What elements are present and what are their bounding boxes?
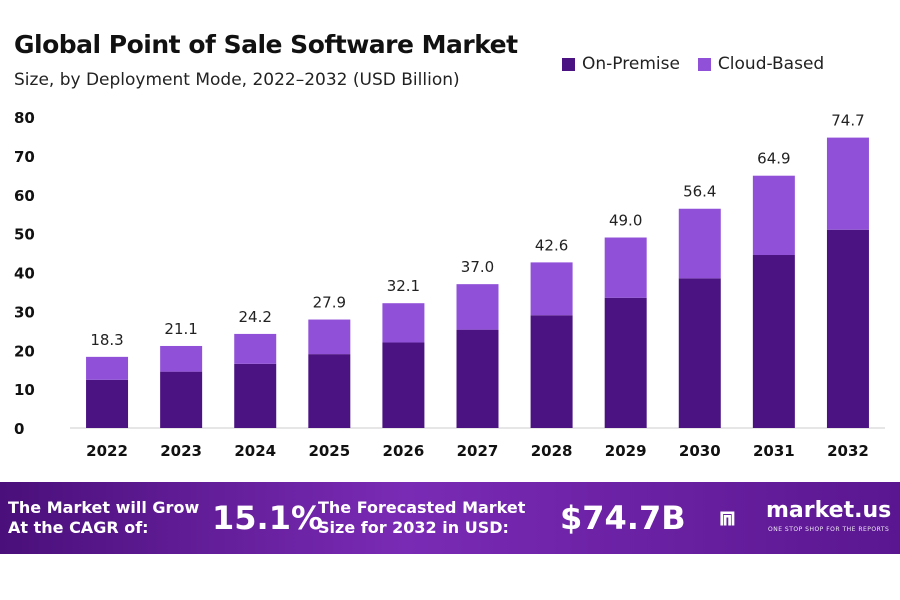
forecast-value: $74.7B xyxy=(560,499,686,537)
bar-cloud-based-2026 xyxy=(382,303,425,343)
data-label-total: 64.9 xyxy=(757,150,790,168)
data-label-total: 42.6 xyxy=(535,236,568,254)
y-tick-label: 50 xyxy=(14,226,35,244)
y-tick-label: 40 xyxy=(14,265,35,283)
bar-on-premise-2025 xyxy=(308,354,351,428)
bar-cloud-based-2029 xyxy=(604,237,647,298)
cagr-caption-line1: The Market will Grow xyxy=(8,498,200,517)
y-tick-label: 30 xyxy=(14,303,35,321)
chart-subtitle: Size, by Deployment Mode, 2022–2032 (USD… xyxy=(14,70,460,90)
bar-on-premise-2029 xyxy=(604,297,647,428)
data-label-total: 21.1 xyxy=(164,320,197,338)
x-tick-label: 2024 xyxy=(234,442,276,460)
x-tick-label: 2023 xyxy=(160,442,202,460)
forecast-caption-line1: The Forecasted Market xyxy=(318,498,526,517)
y-tick-label: 60 xyxy=(14,187,35,205)
bar-cloud-based-2022 xyxy=(86,356,129,380)
x-tick-label: 2025 xyxy=(308,442,350,460)
logo-tagline: ONE STOP SHOP FOR THE REPORTS xyxy=(768,526,890,533)
bar-cloud-based-2024 xyxy=(234,333,277,364)
x-tick-label: 2029 xyxy=(605,442,647,460)
data-label-total: 32.1 xyxy=(387,277,420,295)
x-tick-label: 2022 xyxy=(86,442,128,460)
bar-cloud-based-2028 xyxy=(530,262,573,316)
y-tick-label: 0 xyxy=(14,420,24,438)
chart-title: Global Point of Sale Software Market xyxy=(14,30,518,59)
data-label-total: 18.3 xyxy=(90,331,123,349)
y-tick-label: 70 xyxy=(14,148,35,166)
legend-item-cloud-based: Cloud-Based xyxy=(697,54,825,74)
bar-cloud-based-2025 xyxy=(308,319,351,355)
forecast-caption-line2: Size for 2032 in USD: xyxy=(318,518,509,537)
bar-on-premise-2028 xyxy=(530,315,573,428)
bar-on-premise-2030 xyxy=(678,278,721,428)
x-tick-label: 2027 xyxy=(457,442,499,460)
legend-swatch-on-premise xyxy=(562,57,575,71)
bar-on-premise-2024 xyxy=(234,363,277,428)
legend-item-on-premise: On-Premise xyxy=(562,54,680,74)
bar-on-premise-2023 xyxy=(160,371,203,428)
x-tick-label: 2028 xyxy=(531,442,573,460)
x-tick-label: 2031 xyxy=(753,442,795,460)
bar-on-premise-2027 xyxy=(456,329,499,428)
legend-swatch-cloud-based xyxy=(697,57,711,71)
bar-on-premise-2022 xyxy=(86,379,129,428)
bar-cloud-based-2027 xyxy=(456,284,499,330)
bar-on-premise-2032 xyxy=(826,229,869,428)
bar-on-premise-2031 xyxy=(752,255,795,428)
legend-label-on-premise: On-Premise xyxy=(582,54,680,74)
data-label-total: 37.0 xyxy=(461,258,494,276)
forecast-caption: The Forecasted Market Size for 2032 in U… xyxy=(318,498,525,538)
x-tick-label: 2032 xyxy=(827,442,869,460)
logo-name: market.us xyxy=(766,498,892,523)
cagr-value: 15.1% xyxy=(212,499,324,537)
bar-cloud-based-2032 xyxy=(826,137,869,230)
data-label-total: 74.7 xyxy=(831,112,864,130)
y-tick-label: 20 xyxy=(14,342,35,360)
legend: On-Premise Cloud-Based xyxy=(562,54,824,74)
bar-cloud-based-2031 xyxy=(752,175,795,256)
market-us-logo-icon: ⩎ xyxy=(720,502,735,532)
cagr-caption-line2: At the CAGR of: xyxy=(8,518,149,537)
summary-banner: The Market will Grow At the CAGR of: 15.… xyxy=(0,482,900,554)
x-tick-label: 2026 xyxy=(383,442,425,460)
legend-label-cloud-based: Cloud-Based xyxy=(717,54,825,74)
x-tick-label: 2030 xyxy=(679,442,721,460)
bar-cloud-based-2030 xyxy=(678,208,721,279)
cagr-caption: The Market will Grow At the CAGR of: xyxy=(8,498,199,538)
stacked-bar-chart: 0102030405060708018.3202221.1202324.2202… xyxy=(14,109,885,460)
y-tick-label: 80 xyxy=(14,109,35,127)
data-label-total: 56.4 xyxy=(683,183,716,201)
data-label-total: 24.2 xyxy=(239,308,272,326)
data-label-total: 27.9 xyxy=(313,294,346,312)
bar-on-premise-2026 xyxy=(382,342,425,428)
y-tick-label: 10 xyxy=(14,381,35,399)
data-label-total: 49.0 xyxy=(609,212,642,230)
bar-cloud-based-2023 xyxy=(160,345,203,372)
